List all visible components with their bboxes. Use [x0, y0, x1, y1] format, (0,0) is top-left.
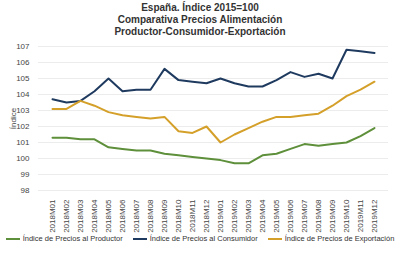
svg-text:2019M03: 2019M03 — [244, 199, 253, 233]
svg-text:2019M10: 2019M10 — [342, 199, 351, 233]
svg-text:99: 99 — [21, 170, 30, 179]
svg-text:101: 101 — [16, 138, 30, 147]
svg-text:2018M05: 2018M05 — [104, 199, 113, 233]
svg-text:106: 106 — [16, 58, 30, 67]
svg-text:2018M02: 2018M02 — [62, 199, 71, 233]
svg-text:2019M01: 2019M01 — [216, 199, 225, 233]
svg-text:104: 104 — [16, 90, 30, 99]
svg-text:2018M03: 2018M03 — [76, 199, 85, 233]
svg-text:105: 105 — [16, 74, 30, 83]
svg-text:107: 107 — [16, 42, 30, 51]
svg-text:98: 98 — [21, 186, 30, 195]
html-text:España. Índice 2015=100: España. Índice 2015=100 — [141, 2, 259, 13]
svg-text:2018M09: 2018M09 — [160, 199, 169, 233]
html-text:Productor-Consumidor-Exportaci: Productor-Consumidor-Exportación — [114, 26, 286, 37]
html-text:Comparativa Precios Alimentaci: Comparativa Precios Alimentación — [117, 14, 283, 25]
svg-text:2018M01: 2018M01 — [48, 199, 57, 233]
svg-text:2019M02: 2019M02 — [230, 199, 239, 233]
svg-text:2018M08: 2018M08 — [146, 199, 155, 233]
svg-text:2018M07: 2018M07 — [132, 199, 141, 233]
svg-text:102: 102 — [16, 122, 30, 131]
html-text:Índice de Precios al Productor: Índice de Precios al Productor — [22, 234, 123, 243]
html-text:Índice de Precios de Exportaci: Índice de Precios de Exportación — [284, 234, 395, 243]
svg-text:2019M04: 2019M04 — [258, 199, 267, 233]
svg-text:2019M08: 2019M08 — [314, 199, 323, 233]
svg-text:2018M12: 2018M12 — [202, 199, 211, 233]
svg-text:2018M04: 2018M04 — [90, 199, 99, 233]
svg-text:2018M10: 2018M10 — [174, 199, 183, 233]
svg-text:2019M06: 2019M06 — [286, 199, 295, 233]
svg-text:2019M05: 2019M05 — [272, 199, 281, 233]
html-text:Índice de Precios al Consumido: Índice de Precios al Consumidor — [149, 234, 258, 243]
svg-text:2018M06: 2018M06 — [118, 199, 127, 233]
svg-text:2019M09: 2019M09 — [328, 199, 337, 233]
svg-text:2018M11: 2018M11 — [188, 199, 197, 232]
svg-text:100: 100 — [16, 154, 30, 163]
svg-text:2019M11: 2019M11 — [356, 199, 365, 232]
svg-text:2019M12: 2019M12 — [370, 199, 379, 233]
svg-text:Índice: Índice — [9, 107, 18, 129]
svg-text:2019M07: 2019M07 — [300, 199, 309, 233]
svg-text:103: 103 — [16, 106, 30, 115]
